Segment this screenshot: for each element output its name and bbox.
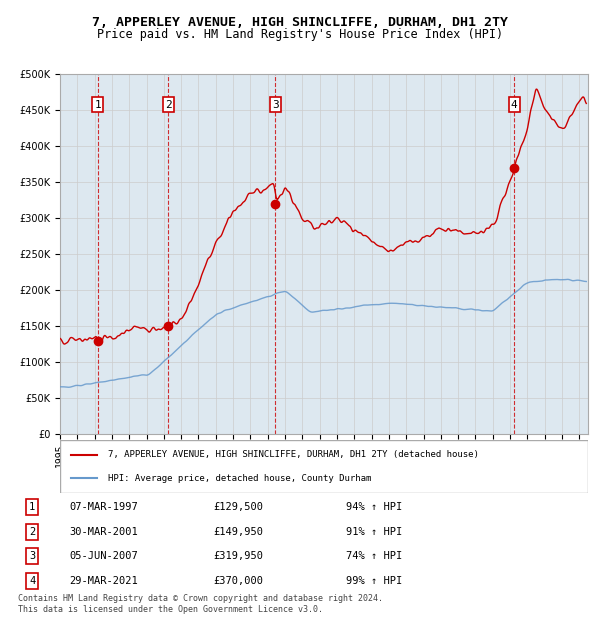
Text: 3: 3: [272, 100, 278, 110]
Text: 2: 2: [29, 527, 35, 537]
Text: 4: 4: [511, 100, 518, 110]
Text: 1: 1: [94, 100, 101, 110]
Text: 94% ↑ HPI: 94% ↑ HPI: [346, 502, 403, 512]
Text: 7, APPERLEY AVENUE, HIGH SHINCLIFFE, DURHAM, DH1 2TY (detached house): 7, APPERLEY AVENUE, HIGH SHINCLIFFE, DUR…: [107, 451, 478, 459]
Text: 05-JUN-2007: 05-JUN-2007: [70, 551, 139, 561]
Text: 1: 1: [29, 502, 35, 512]
Text: 29-MAR-2021: 29-MAR-2021: [70, 576, 139, 586]
FancyBboxPatch shape: [60, 440, 588, 493]
Text: 7, APPERLEY AVENUE, HIGH SHINCLIFFE, DURHAM, DH1 2TY: 7, APPERLEY AVENUE, HIGH SHINCLIFFE, DUR…: [92, 16, 508, 29]
Text: Contains HM Land Registry data © Crown copyright and database right 2024.
This d: Contains HM Land Registry data © Crown c…: [18, 595, 383, 614]
Text: £370,000: £370,000: [214, 576, 263, 586]
Text: £129,500: £129,500: [214, 502, 263, 512]
Text: 74% ↑ HPI: 74% ↑ HPI: [346, 551, 403, 561]
Text: £319,950: £319,950: [214, 551, 263, 561]
Text: 2: 2: [165, 100, 172, 110]
Text: 30-MAR-2001: 30-MAR-2001: [70, 527, 139, 537]
Text: 3: 3: [29, 551, 35, 561]
Text: 91% ↑ HPI: 91% ↑ HPI: [346, 527, 403, 537]
Text: Price paid vs. HM Land Registry's House Price Index (HPI): Price paid vs. HM Land Registry's House …: [97, 28, 503, 41]
Text: £149,950: £149,950: [214, 527, 263, 537]
Text: 07-MAR-1997: 07-MAR-1997: [70, 502, 139, 512]
Text: 99% ↑ HPI: 99% ↑ HPI: [346, 576, 403, 586]
Text: HPI: Average price, detached house, County Durham: HPI: Average price, detached house, Coun…: [107, 474, 371, 482]
Text: 4: 4: [29, 576, 35, 586]
